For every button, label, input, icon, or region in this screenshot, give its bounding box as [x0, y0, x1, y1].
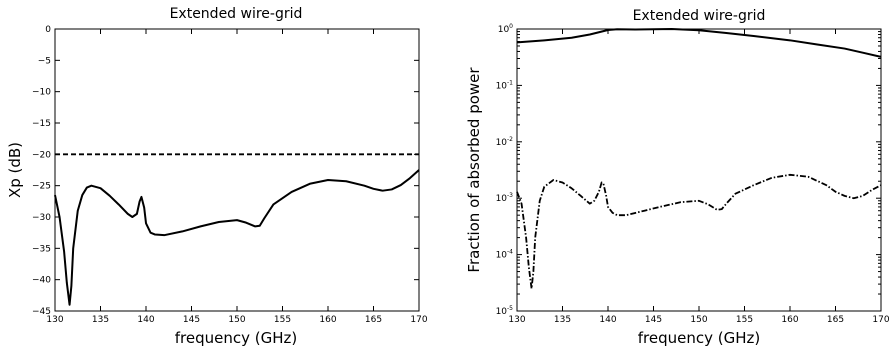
x-axis-label: frequency (GHz): [638, 329, 760, 347]
x-tick-label: 145: [645, 315, 662, 325]
y-axis-label: Xp (dB): [6, 142, 24, 198]
chart-title: Extended wire-grid: [633, 8, 766, 24]
y-tick-label: 100: [498, 23, 513, 35]
series-group: [54, 153, 420, 306]
y-tick-label: −25: [32, 182, 51, 192]
y-tick-label: −10: [32, 88, 51, 98]
y-tick-label: 10-1: [496, 79, 514, 91]
chart-cross-polarization: Extended wire-grid 130 135 140 145 150 155 160…: [6, 6, 428, 347]
x-tick-label: 165: [365, 315, 382, 325]
y-ticks: 0 −5 −10 −15 −20 −25 −30 −35 −40 −45: [32, 25, 419, 317]
y-tick-label: −5: [38, 56, 51, 66]
x-tick-label: 145: [183, 315, 200, 325]
series-line-solid: [54, 169, 420, 306]
x-tick-label: 150: [228, 315, 245, 325]
x-tick-label: 135: [92, 315, 109, 325]
chart-absorbed-power: Extended wire-grid 130 135 140 145 150 155 160…: [465, 8, 890, 347]
x-tick-label: 170: [410, 315, 427, 325]
x-tick-label: 130: [46, 315, 63, 325]
x-tick-label: 165: [827, 315, 844, 325]
x-tick-label: 150: [690, 315, 707, 325]
x-tick-label: 140: [137, 315, 154, 325]
y-tick-label: −30: [32, 213, 51, 223]
x-tick-label: 155: [274, 315, 291, 325]
plot-frame: [54, 28, 420, 312]
chart-title: Extended wire-grid: [170, 6, 303, 22]
y-tick-label: −35: [32, 244, 51, 254]
y-ticks: 100 10-1 10-2 10-3 10-4 10-5: [496, 23, 881, 317]
y-tick-label: 10-4: [496, 249, 514, 261]
y-axis-label: Fraction of absorbed power: [465, 67, 483, 273]
x-ticks: 130 135 140 145 150 155 160 165 170: [508, 29, 890, 325]
x-tick-label: 130: [508, 315, 525, 325]
y-tick-label: −40: [32, 276, 51, 286]
y-tick-label: 0: [45, 25, 51, 35]
series-line-dashdot: [516, 173, 882, 290]
x-axis-label: frequency (GHz): [175, 329, 297, 347]
plot-frame: [516, 28, 882, 312]
x-tick-label: 135: [554, 315, 571, 325]
y-tick-label: −45: [32, 307, 51, 317]
x-tick-label: 160: [781, 315, 798, 325]
series-group: [516, 28, 882, 290]
y-tick-label: 10-2: [496, 136, 514, 148]
x-tick-label: 140: [599, 315, 616, 325]
y-tick-label: 10-3: [496, 192, 514, 204]
y-tick-label: −20: [32, 150, 51, 160]
x-tick-label: 160: [319, 315, 336, 325]
x-tick-label: 155: [736, 315, 753, 325]
x-ticks: 130 135 140 145 150 155 160 165 170: [46, 29, 428, 325]
y-tick-label: −15: [32, 119, 51, 129]
x-tick-label: 170: [872, 315, 889, 325]
y-tick-label: 10-5: [496, 305, 514, 317]
series-line-solid: [516, 28, 882, 58]
